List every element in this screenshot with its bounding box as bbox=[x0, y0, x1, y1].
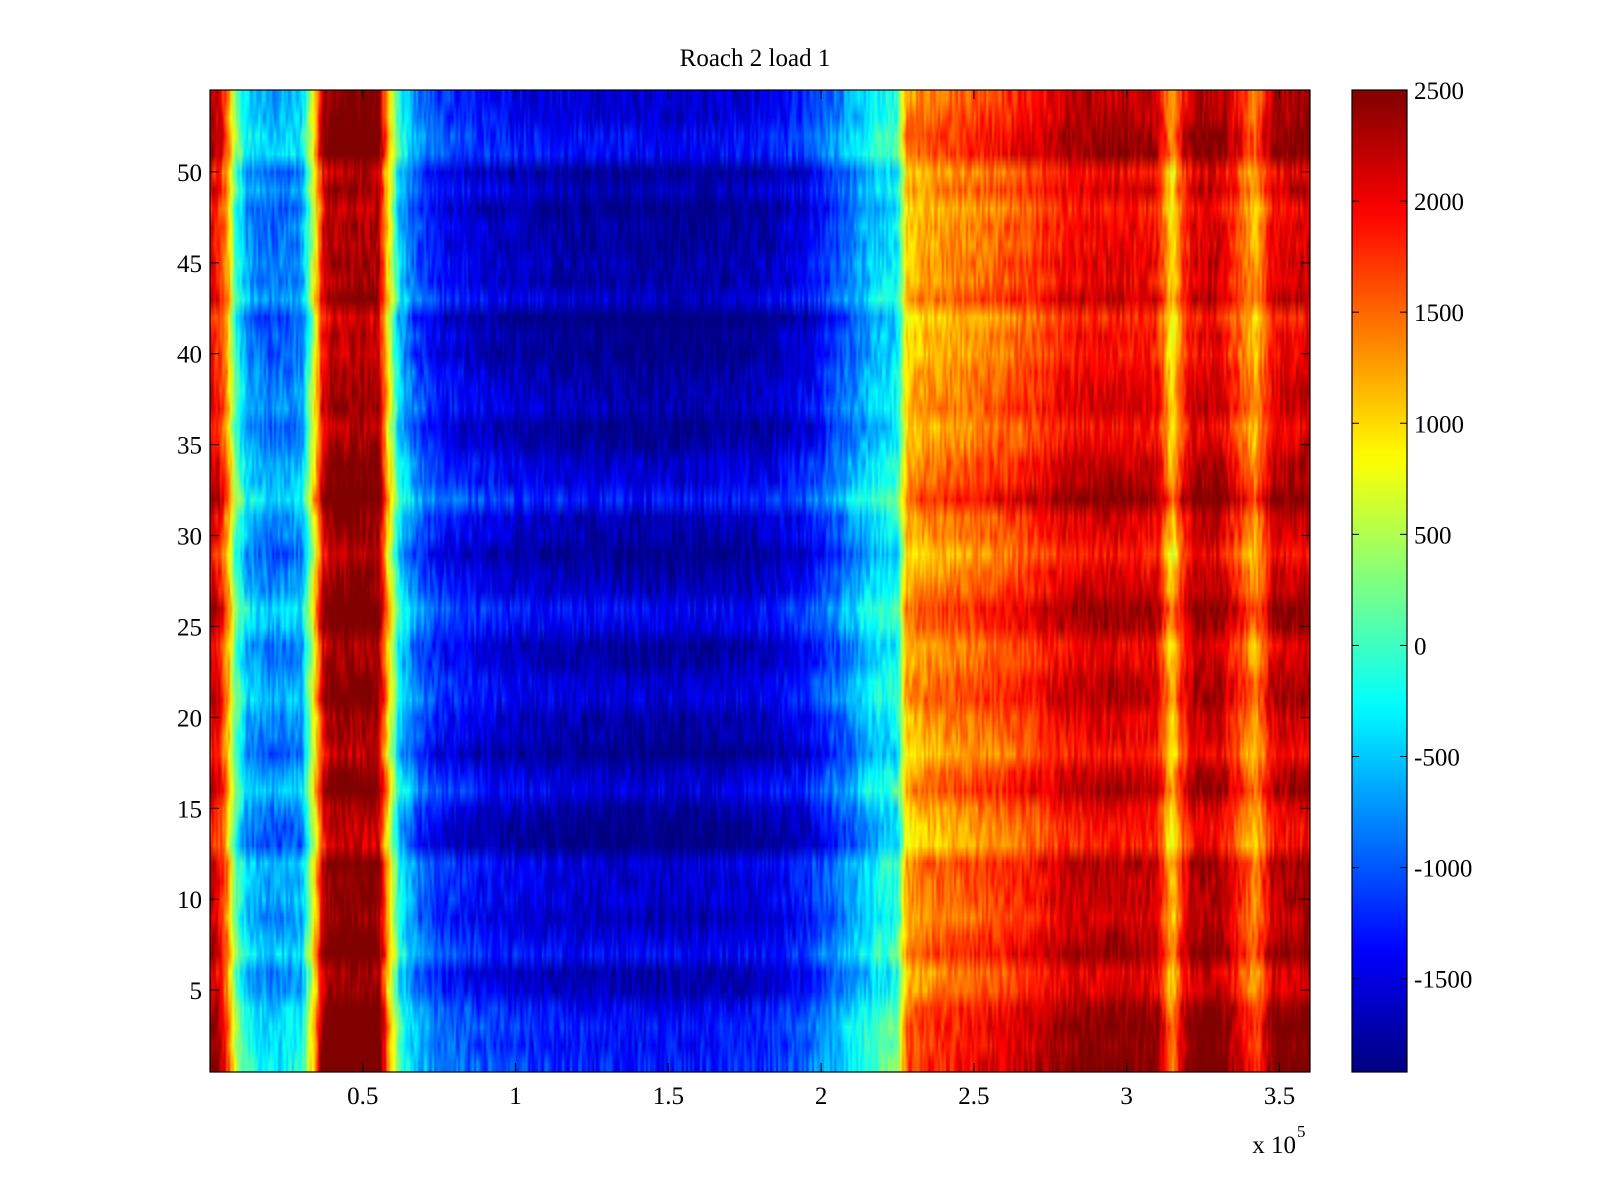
colorbar-tick-label: -1000 bbox=[1414, 856, 1472, 883]
y-tick-label: 35 bbox=[177, 433, 202, 460]
x-tick-label: 3.5 bbox=[1264, 1083, 1295, 1110]
colorbar-ticks: -1500 -1000 -500 0 500 1000 1500 2000 2500 bbox=[1352, 78, 1472, 994]
y-axis: 5 10 15 20 25 30 35 40 45 50 bbox=[177, 160, 1310, 1005]
colorbar-tick-label: -1500 bbox=[1414, 967, 1472, 994]
colorbar-tick-label: 1500 bbox=[1414, 300, 1464, 327]
x-exponent-base: x 10 bbox=[1252, 1132, 1296, 1159]
colorbar: -1500 -1000 -500 0 500 1000 1500 2000 2500 bbox=[1351, 78, 1472, 1073]
x-tick-label: 3 bbox=[1120, 1083, 1133, 1110]
colorbar-tick-label: 1000 bbox=[1414, 411, 1464, 438]
x-tick-label: 0.5 bbox=[347, 1083, 378, 1110]
y-tick-label: 5 bbox=[190, 978, 203, 1005]
y-tick-label: 45 bbox=[177, 251, 202, 278]
colorbar-frame bbox=[1351, 89, 1408, 1073]
colorbar-tick-label: -500 bbox=[1414, 745, 1460, 772]
y-tick-label: 25 bbox=[177, 614, 202, 641]
colorbar-image bbox=[1352, 90, 1407, 1072]
plot-area-frame bbox=[209, 89, 1311, 1073]
x-exponent-power: 5 bbox=[1297, 1122, 1306, 1141]
y-tick-label: 15 bbox=[177, 796, 202, 823]
x-tick-label: 1.5 bbox=[653, 1083, 684, 1110]
colorbar-tick-label: 500 bbox=[1414, 522, 1452, 549]
y-tick-label: 30 bbox=[177, 524, 202, 551]
colorbar-tick-label: 0 bbox=[1414, 633, 1427, 660]
x-tick-label: 1 bbox=[509, 1083, 522, 1110]
heatmap-image bbox=[210, 90, 1310, 1072]
x-tick-label: 2 bbox=[815, 1083, 828, 1110]
colorbar-tick-label: 2000 bbox=[1414, 189, 1464, 216]
x-exponent-label: x 10 5 bbox=[1252, 1122, 1305, 1159]
colorbar-tick-label: 2500 bbox=[1414, 78, 1464, 105]
x-axis: 0.5 1 1.5 2 2.5 3 3.5 bbox=[347, 90, 1295, 1110]
plot-area bbox=[209, 89, 1311, 1073]
y-tick-label: 20 bbox=[177, 705, 202, 732]
x-tick-label: 2.5 bbox=[958, 1083, 989, 1110]
y-tick-label: 50 bbox=[177, 160, 202, 187]
y-tick-label: 10 bbox=[177, 887, 202, 914]
y-tick-label: 40 bbox=[177, 342, 202, 369]
chart-title: Roach 2 load 1 bbox=[680, 45, 831, 72]
